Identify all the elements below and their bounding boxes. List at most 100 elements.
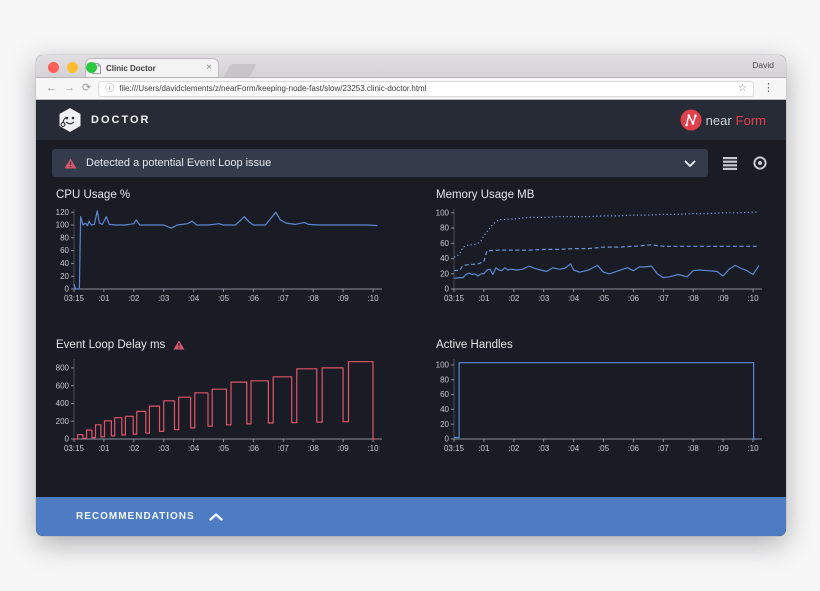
- recommendations-label: RECOMMENDATIONS: [76, 511, 195, 522]
- svg-text::04: :04: [568, 444, 580, 453]
- svg-text::06: :06: [628, 294, 640, 303]
- zoom-window-button[interactable]: [86, 62, 97, 73]
- svg-text::02: :02: [508, 294, 520, 303]
- svg-text:03:15: 03:15: [64, 444, 85, 453]
- svg-text:0: 0: [65, 435, 70, 444]
- recommendations-bar[interactable]: RECOMMENDATIONS: [36, 497, 786, 536]
- svg-text:400: 400: [56, 399, 70, 408]
- brand-near-text: near: [705, 112, 732, 128]
- page-info-icon[interactable]: ⓘ: [105, 83, 115, 93]
- event-loop-delay-chart: Event Loop Delay ms 0 200 400 600 800 03:15:0…: [52, 337, 388, 455]
- svg-text::03: :03: [538, 294, 550, 303]
- svg-text:100: 100: [56, 221, 70, 230]
- reload-icon[interactable]: ⟳: [82, 82, 92, 94]
- svg-text::10: :10: [747, 294, 759, 303]
- svg-text:60: 60: [440, 390, 449, 399]
- svg-text:100: 100: [436, 208, 450, 217]
- active-handles-chart: Active Handles 0 20 40 60 80 100 03:15:01:02:0…: [432, 337, 768, 455]
- svg-text::06: :06: [248, 294, 260, 303]
- svg-text::10: :10: [367, 444, 379, 453]
- browser-tab[interactable]: Clinic Doctor ×: [85, 58, 219, 77]
- svg-text::09: :09: [338, 294, 350, 303]
- bookmark-star-icon[interactable]: ☆: [738, 82, 747, 94]
- memory-usage-title: Memory Usage MB: [436, 189, 535, 201]
- doctor-logo-icon: [59, 108, 81, 132]
- browser-titlebar: Clinic Doctor × David: [36, 55, 786, 78]
- svg-text::06: :06: [628, 444, 640, 453]
- nearform-mark-icon: [680, 109, 702, 131]
- nearform-logo[interactable]: near Form: [680, 109, 766, 131]
- event-loop-delay-plot: 0 200 400 600 800 03:15:01:02:03:04:05:06:07:…: [56, 359, 382, 453]
- url-text[interactable]: file:///Users/davidclements/z/nearForm/k…: [119, 84, 427, 93]
- app-title: DOCTOR: [91, 114, 151, 126]
- svg-text::06: :06: [248, 444, 260, 453]
- alert-message: Detected a potential Event Loop issue: [86, 157, 272, 169]
- chevron-up-icon[interactable]: [209, 512, 223, 521]
- svg-text::02: :02: [508, 444, 520, 453]
- window-controls: [48, 62, 97, 73]
- memory-usage-plot: 0 20 40 60 80 100 03:15:01:02:03:04:05:06:07:0…: [436, 208, 762, 303]
- forward-icon[interactable]: →: [64, 82, 75, 94]
- tab-title: Clinic Doctor: [106, 63, 156, 73]
- svg-text:80: 80: [440, 375, 449, 384]
- svg-text:800: 800: [56, 363, 70, 372]
- cpu-usage-title: CPU Usage %: [56, 189, 131, 201]
- svg-text:100: 100: [436, 361, 450, 370]
- options-menu-button[interactable]: [723, 156, 737, 170]
- close-window-button[interactable]: [48, 62, 59, 73]
- minimize-window-button[interactable]: [67, 62, 78, 73]
- svg-text::01: :01: [98, 294, 110, 303]
- cpu-usage-plot: 0 20 40 60 80 100 120 03:15:01:02:03:04:05:06:0…: [56, 208, 382, 303]
- svg-text::03: :03: [538, 444, 550, 453]
- address-bar[interactable]: ⓘ file:///Users/davidclements/z/nearForm…: [98, 80, 754, 97]
- svg-text::05: :05: [218, 444, 230, 453]
- close-tab-icon[interactable]: ×: [206, 62, 212, 73]
- memory-usage-chart: Memory Usage MB 0 20 40 60 80 100 03:15:01:02:…: [432, 187, 768, 305]
- active-handles-title: Active Handles: [436, 339, 513, 351]
- svg-text::01: :01: [478, 294, 490, 303]
- back-icon[interactable]: ←: [46, 82, 57, 94]
- active-handles-plot: 0 20 40 60 80 100 03:15:01:02:03:04:05:06:07:0…: [436, 359, 762, 453]
- svg-text::08: :08: [308, 294, 320, 303]
- app-header: DOCTOR near Form: [36, 100, 786, 140]
- svg-text:80: 80: [60, 233, 69, 242]
- svg-text::07: :07: [658, 294, 670, 303]
- svg-text:20: 20: [60, 272, 69, 281]
- svg-text::08: :08: [308, 444, 320, 453]
- alert-row: Detected a potential Event Loop issue: [52, 149, 768, 177]
- svg-text::07: :07: [658, 444, 670, 453]
- browser-urlbar: ← → ⟳ ⓘ file:///Users/davidclements/z/ne…: [36, 78, 786, 100]
- svg-text:0: 0: [445, 435, 450, 444]
- svg-text::08: :08: [688, 294, 700, 303]
- svg-text:03:15: 03:15: [444, 294, 465, 303]
- charts-grid: CPU Usage % 0 20 40 60 80 100 120 03:15:01:02:0…: [36, 177, 786, 455]
- svg-text:0: 0: [445, 285, 450, 294]
- svg-text:20: 20: [440, 269, 449, 278]
- browser-profile-button[interactable]: David: [752, 60, 774, 70]
- eye-icon: [753, 156, 767, 170]
- svg-text::05: :05: [218, 294, 230, 303]
- issue-alert-dropdown[interactable]: Detected a potential Event Loop issue: [52, 149, 708, 177]
- svg-text::08: :08: [688, 444, 700, 453]
- svg-text:40: 40: [440, 405, 449, 414]
- svg-text::04: :04: [568, 294, 580, 303]
- visibility-toggle-button[interactable]: [752, 156, 768, 170]
- svg-text::04: :04: [188, 294, 200, 303]
- svg-text::04: :04: [188, 444, 200, 453]
- chevron-down-icon[interactable]: [684, 159, 696, 167]
- browser-window: Clinic Doctor × David ← → ⟳ ⓘ file:///Us…: [36, 55, 786, 536]
- event-loop-delay-title: Event Loop Delay ms: [56, 337, 388, 353]
- svg-text:600: 600: [56, 381, 70, 390]
- svg-text::05: :05: [598, 294, 610, 303]
- svg-text:80: 80: [440, 224, 449, 233]
- svg-text::03: :03: [158, 444, 170, 453]
- svg-text::10: :10: [367, 294, 379, 303]
- new-tab-button[interactable]: [223, 64, 257, 77]
- svg-text::02: :02: [128, 444, 140, 453]
- list-menu-icon: [723, 156, 737, 170]
- svg-text::03: :03: [158, 294, 170, 303]
- cpu-usage-chart: CPU Usage % 0 20 40 60 80 100 120 03:15:01:02:0…: [52, 187, 388, 305]
- svg-text::09: :09: [338, 444, 350, 453]
- svg-text::07: :07: [278, 294, 290, 303]
- browser-menu-icon[interactable]: ⋮: [763, 82, 774, 94]
